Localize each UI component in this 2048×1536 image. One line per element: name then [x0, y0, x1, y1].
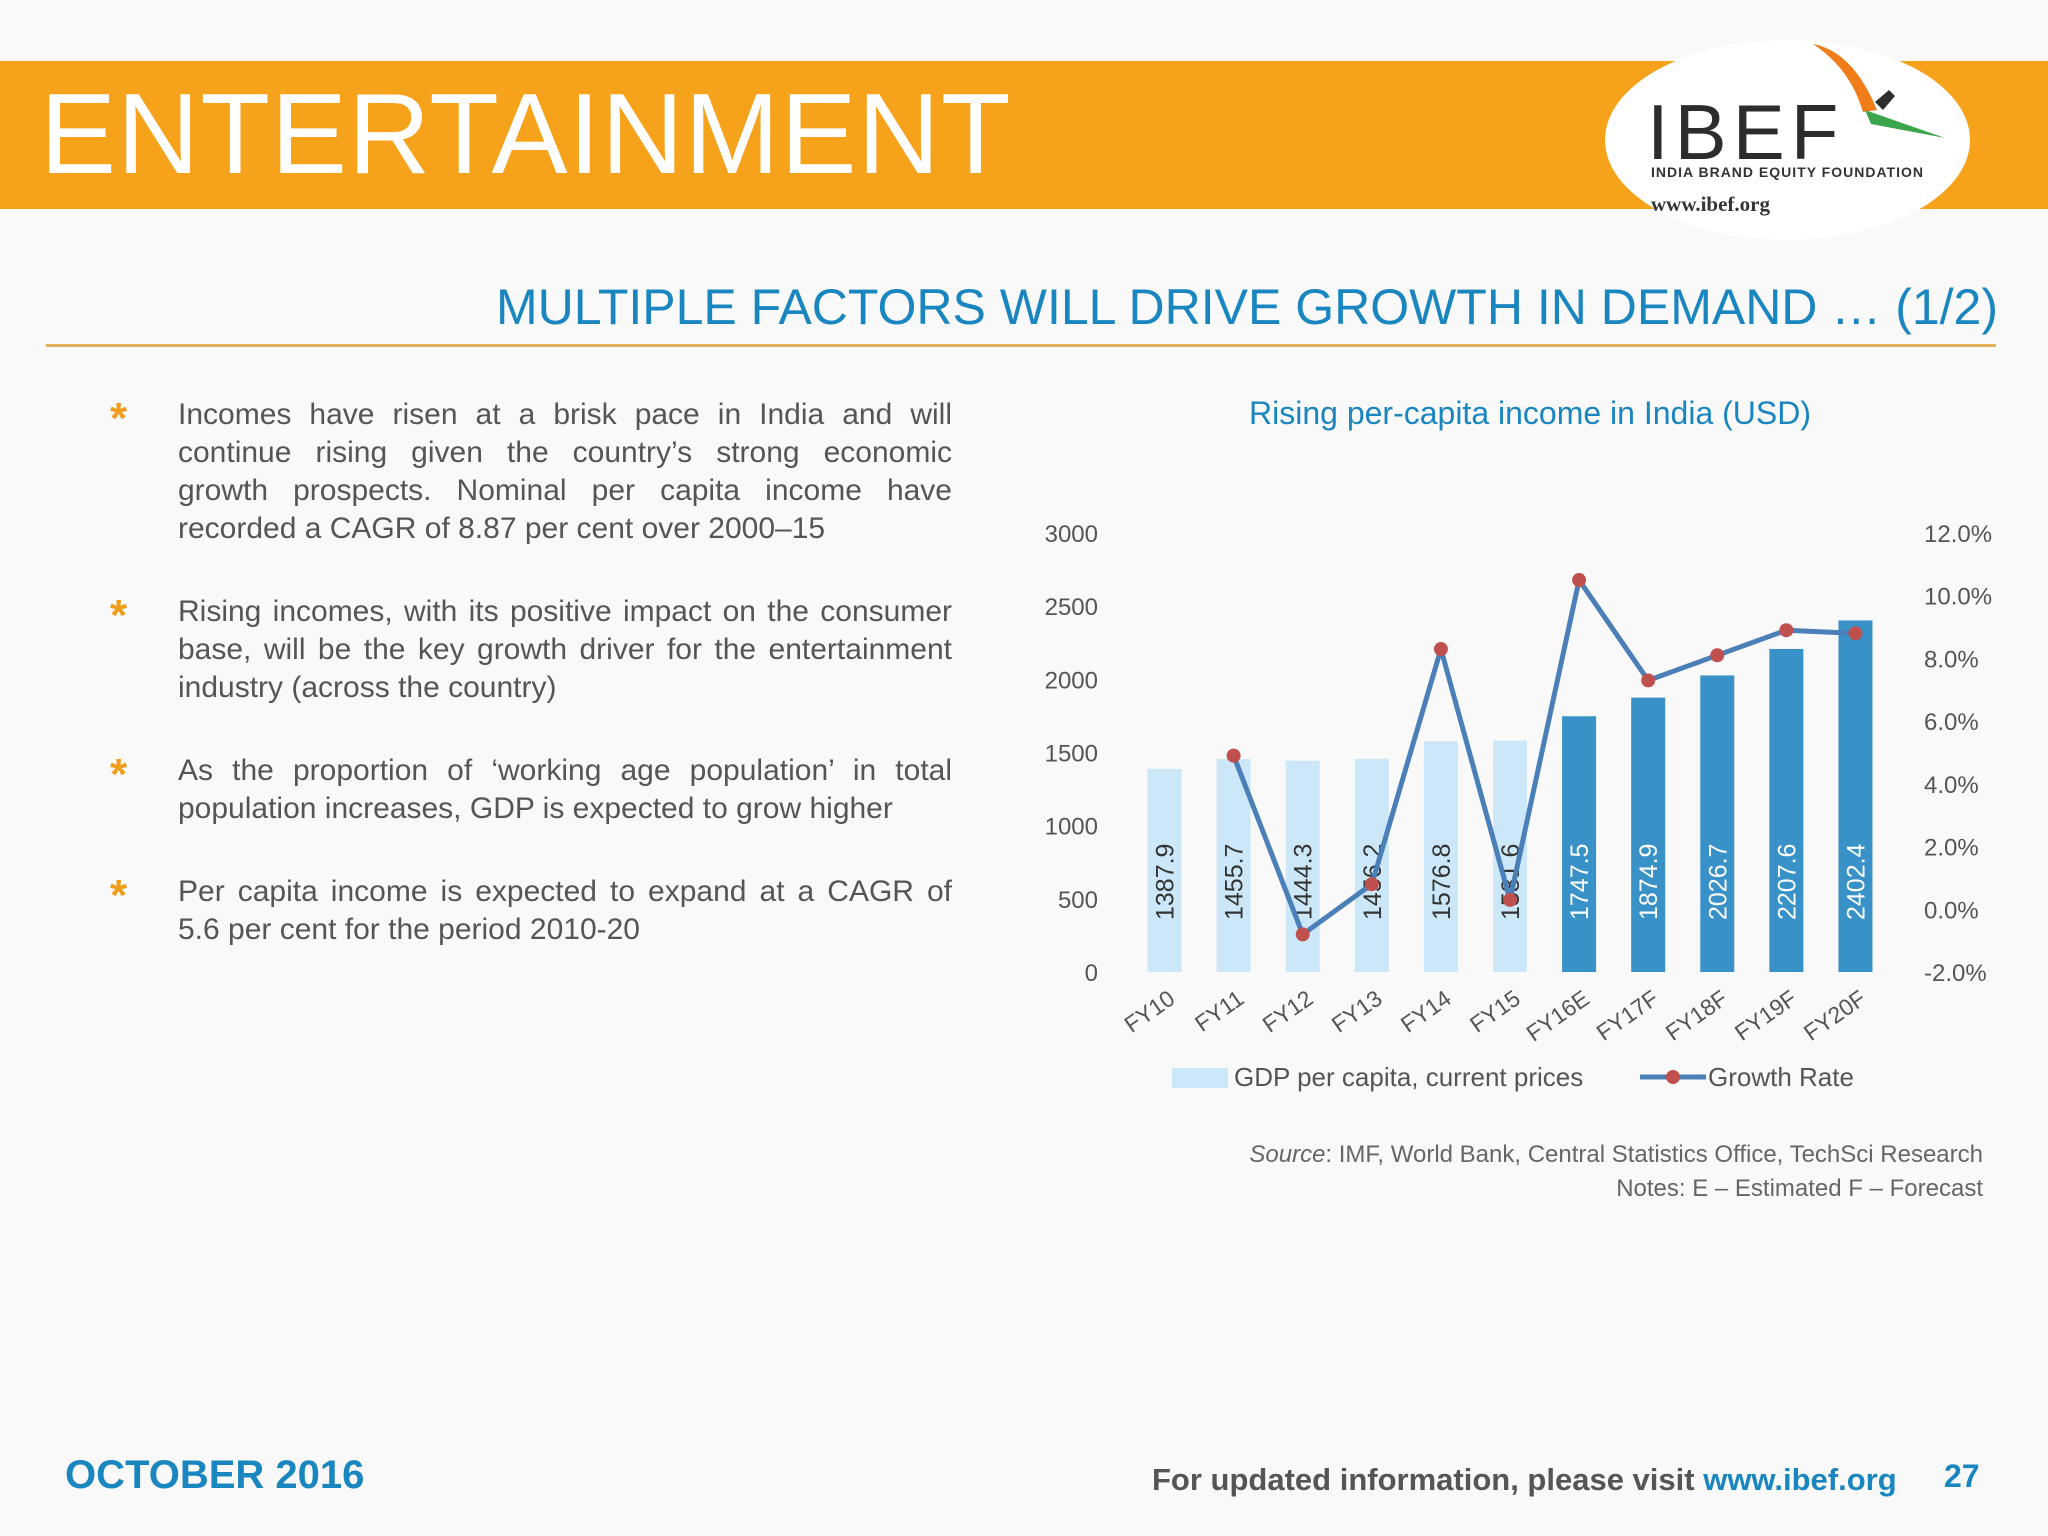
bar [1147, 768, 1182, 972]
notes-text: Notes: E – Estimated F – Forecast [1616, 1175, 1983, 1202]
bar-value-label: 2402.4 [1842, 843, 1870, 920]
bar [1631, 697, 1666, 972]
bar [1838, 620, 1873, 972]
logo-background [1605, 40, 1970, 240]
x-tick-label: FY11 [1190, 985, 1249, 1037]
per-capita-income-chart: 0 500 1000 1500 2000 2500 3000 -2.0% 0.0% 2.0% 4.0… [1045, 521, 1992, 1092]
bullet-text: Incomes have risen at a brisk pace in In… [178, 398, 952, 545]
growth-rate-point [1641, 673, 1656, 688]
growth-rate-line [1231, 577, 1856, 937]
source-block: Source: IMF, World Bank, Central Statist… [1249, 1138, 1983, 1206]
x-tick-label: FY15 [1465, 985, 1525, 1038]
logo-name: IBEF [1647, 88, 1845, 176]
footer-visit: For updated information, please visit ww… [1152, 1462, 1897, 1498]
bullet-list: * Incomes have risen at a brisk pace in … [110, 396, 952, 994]
asterisk-icon: * [110, 750, 128, 799]
bar-value-label: 1387.9 [1152, 844, 1180, 920]
bar-value-label: 1576.8 [1428, 844, 1456, 920]
footer-visit-text: For updated information, please visit [1152, 1462, 1704, 1497]
y-right-tick-label: 10.0% [1924, 584, 1992, 611]
asterisk-icon: * [110, 591, 128, 640]
x-tick-label: FY12 [1258, 985, 1318, 1038]
logo-url: www.ibef.org [1651, 192, 1770, 216]
growth-rate-point [1710, 648, 1725, 663]
y-right-tick-label: 8.0% [1924, 646, 1979, 673]
growth-rate-point [1572, 573, 1587, 588]
footer-visit-link[interactable]: www.ibef.org [1703, 1462, 1897, 1497]
legend-label: Growth Rate [1708, 1062, 1854, 1092]
asterisk-icon: * [110, 394, 128, 443]
growth-rate-point [1779, 623, 1794, 638]
bullet-item: * Incomes have risen at a brisk pace in … [110, 396, 952, 548]
chart-title: Rising per-capita income in India (USD) [1249, 395, 1811, 431]
x-tick-label: FY16E [1521, 985, 1594, 1047]
x-tick-label: FY18F [1661, 985, 1732, 1046]
logo-subtitle: INDIA BRAND EQUITY FOUNDATION [1651, 164, 1924, 180]
y-left-tick-label: 0 [1085, 960, 1098, 987]
bar [1562, 716, 1597, 972]
y-left-tick-label: 3000 [1045, 521, 1098, 548]
bullet-text: Rising incomes, with its positive impact… [178, 595, 952, 704]
ibef-logo[interactable]: IBEF INDIA BRAND EQUITY FOUNDATION www.i… [1605, 40, 1970, 240]
bird-icon [1813, 44, 1945, 138]
header-title: ENTERTAINMENT [40, 71, 1012, 198]
y-right-tick-label: 0.0% [1924, 897, 1979, 924]
x-tick-label: FY20F [1799, 985, 1870, 1046]
x-tick-label: FY17F [1592, 985, 1663, 1046]
y-right-tick-label: 2.0% [1924, 835, 1979, 862]
bullet-item: * Per capita income is expected to expan… [110, 873, 952, 949]
footer-date: OCTOBER 2016 [65, 1453, 365, 1497]
slide-title: MULTIPLE FACTORS WILL DRIVE GROWTH IN DE… [495, 279, 1998, 335]
x-tick-label: FY19F [1730, 985, 1801, 1046]
bar-value-label: 1747.5 [1566, 844, 1594, 920]
y-right-tick-label: 4.0% [1924, 772, 1979, 799]
bar [1769, 648, 1804, 972]
legend-bar-swatch [1172, 1068, 1228, 1088]
growth-rate-point [1295, 927, 1310, 942]
bar-value-label: 1874.9 [1635, 844, 1663, 920]
title-divider [46, 344, 1996, 347]
bar-value-label: 2026.7 [1704, 844, 1732, 920]
y-right-tick-label: -2.0% [1924, 960, 1987, 987]
growth-rate-point [1848, 626, 1863, 641]
bar [1354, 758, 1389, 972]
bar [1216, 758, 1251, 972]
y-left-tick-label: 1000 [1045, 814, 1098, 841]
y-left-tick-label: 1500 [1045, 741, 1098, 768]
bullet-text: Per capita income is expected to expand … [178, 875, 952, 946]
legend-marker-swatch [1666, 1070, 1680, 1084]
x-tick-label: FY14 [1396, 985, 1456, 1038]
y-left-tick-label: 500 [1058, 887, 1098, 914]
bullet-item: * As the proportion of ‘working age popu… [110, 752, 952, 828]
page-number: 27 [1944, 1458, 1980, 1494]
x-tick-label: FY13 [1327, 985, 1387, 1038]
legend-label: GDP per capita, current prices [1234, 1062, 1583, 1092]
bar [1423, 741, 1458, 972]
bullet-text: As the proportion of ‘working age popula… [178, 754, 952, 825]
growth-rate-point [1433, 642, 1448, 657]
y-right-tick-label: 6.0% [1924, 709, 1979, 736]
bar-value-label: 1455.7 [1221, 844, 1249, 920]
bar-value-label: 2207.6 [1773, 844, 1801, 920]
bar [1700, 675, 1735, 972]
growth-rate-point [1503, 892, 1517, 907]
y-left-tick-label: 2500 [1045, 594, 1098, 621]
x-tick-label: FY10 [1119, 985, 1179, 1038]
source-text: : IMF, World Bank, Central Statistics Of… [1325, 1141, 1983, 1168]
y-left-tick-label: 2000 [1045, 667, 1098, 694]
y-right-tick-label: 12.0% [1924, 521, 1992, 548]
asterisk-icon: * [110, 871, 128, 920]
source-label: Source [1249, 1141, 1326, 1168]
growth-rate-point [1364, 877, 1379, 892]
growth-rate-point [1226, 748, 1241, 763]
bullet-item: * Rising incomes, with its positive impa… [110, 593, 952, 707]
